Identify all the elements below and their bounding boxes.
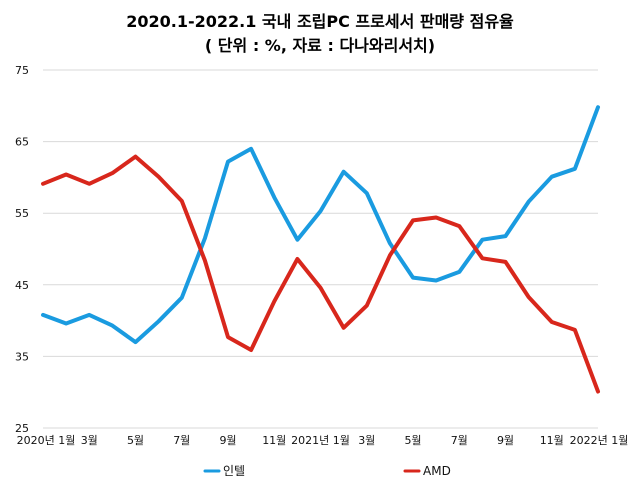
chart-subtitle: ( 단위 : %, 자료 : 다나와리서치) (205, 36, 435, 55)
x-tick-label: 5월 (127, 434, 144, 447)
x-tick-label: 7월 (451, 434, 468, 447)
x-tick-label: 2022년 1월 (570, 434, 629, 447)
x-tick-label: 7월 (173, 434, 190, 447)
x-tick-label: 2021년 1월 (291, 434, 350, 447)
y-tick-label: 75 (15, 64, 29, 77)
series-lines (41, 105, 600, 394)
x-tick-label: 3월 (358, 434, 375, 447)
x-tick-label: 11월 (262, 434, 286, 447)
y-tick-label: 45 (15, 279, 29, 292)
x-tick-label: 3월 (81, 434, 98, 447)
y-tick-label: 55 (15, 207, 29, 220)
x-tick-label: 2020년 1월 (17, 434, 76, 447)
y-axis: 25 35 45 55 65 75 (15, 64, 29, 435)
x-tick-label: 11월 (540, 434, 564, 447)
x-axis: 2020년 1월 3월 5월 7월 9월 11월 2021년 1월 3월 5월 7월 9월 11월 20… (17, 434, 629, 447)
chart-title: 2020.1-2022.1 국내 조립PC 프로세서 판매량 점유율 (126, 12, 514, 31)
legend: 인텔 AMD (203, 464, 451, 478)
gridlines (43, 69, 598, 429)
series-line-amd (41, 154, 600, 394)
y-tick-label: 35 (15, 350, 29, 363)
x-tick-label: 9월 (219, 434, 236, 447)
x-tick-label: 9월 (497, 434, 514, 447)
legend-label-amd: AMD (423, 464, 451, 478)
y-tick-label: 65 (15, 136, 29, 149)
x-tick-label: 5월 (404, 434, 421, 447)
y-tick-label: 25 (15, 422, 29, 435)
series-line-intel (41, 105, 600, 345)
legend-label-intel: 인텔 (223, 464, 245, 478)
